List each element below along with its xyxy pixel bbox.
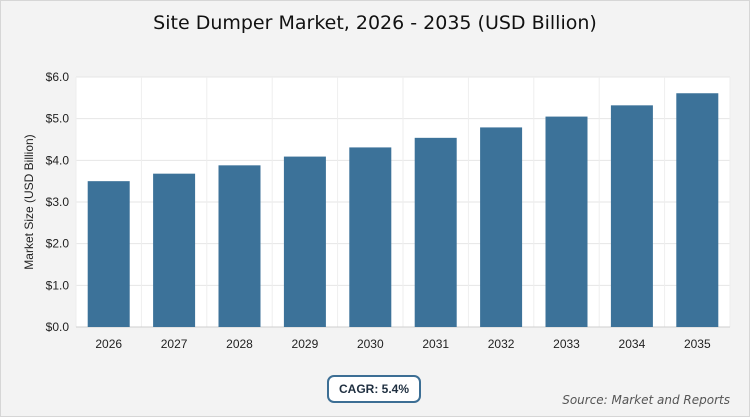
cagr-badge: CAGR: 5.4%	[327, 375, 421, 403]
y-tick-label: $6.0	[46, 70, 70, 84]
y-axis-label: Market Size (USD Billion)	[22, 134, 36, 269]
x-tick-label: 2027	[161, 337, 188, 351]
y-tick-label: $0.0	[46, 320, 70, 334]
y-tick-label: $2.0	[46, 237, 70, 251]
bar-2027[interactable]	[153, 173, 196, 327]
x-tick-label: 2032	[488, 337, 515, 351]
x-tick-label: 2031	[422, 337, 449, 351]
y-tick-label: $5.0	[46, 112, 70, 126]
bar-2035[interactable]	[676, 93, 719, 327]
bar-2028[interactable]	[218, 165, 261, 327]
y-tick-label: $1.0	[46, 278, 70, 292]
bar-2034[interactable]	[610, 105, 653, 327]
chart-title: Site Dumper Market, 2026 - 2035 (USD Bil…	[153, 12, 597, 34]
x-tick-label: 2033	[553, 337, 580, 351]
x-tick-label: 2035	[684, 337, 711, 351]
x-tick-label: 2030	[357, 337, 384, 351]
y-tick-label: $3.0	[46, 195, 70, 209]
bar-2031[interactable]	[414, 137, 457, 327]
y-tick-label: $4.0	[46, 153, 70, 167]
x-tick-label: 2034	[619, 337, 646, 351]
bar-2029[interactable]	[283, 156, 326, 327]
x-tick-label: 2026	[95, 337, 122, 351]
x-tick-label: 2028	[226, 337, 253, 351]
bar-2033[interactable]	[545, 116, 588, 327]
bar-2030[interactable]	[349, 147, 392, 327]
x-tick-label: 2029	[292, 337, 319, 351]
bar-2026[interactable]	[87, 181, 130, 327]
bar-2032[interactable]	[480, 127, 523, 328]
source-note: Source: Market and Reports	[562, 393, 730, 407]
